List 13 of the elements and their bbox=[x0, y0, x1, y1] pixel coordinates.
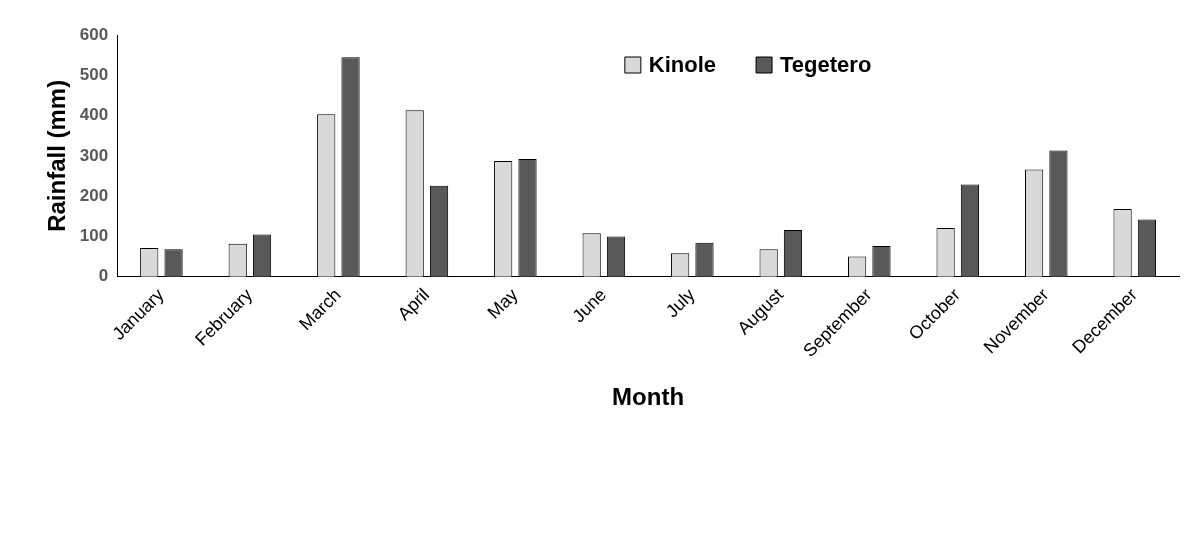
legend-label: Tegetero bbox=[780, 52, 872, 78]
y-tick-label: 100 bbox=[79, 226, 109, 246]
y-tick-label: 300 bbox=[79, 145, 109, 165]
y-tick-label: 500 bbox=[79, 64, 109, 84]
x-tick-label: July bbox=[661, 284, 699, 322]
y-tick-label: 0 bbox=[98, 266, 109, 286]
legend-label: Kinole bbox=[648, 52, 717, 78]
y-tick-label: 400 bbox=[79, 105, 109, 125]
y-axis-title: Rainfall (mm) bbox=[43, 79, 71, 232]
x-axis-title: Month bbox=[612, 383, 685, 411]
y-tick-label: 200 bbox=[79, 185, 109, 205]
x-tick-label: May bbox=[483, 284, 522, 323]
y-tick-label: 600 bbox=[79, 24, 109, 44]
